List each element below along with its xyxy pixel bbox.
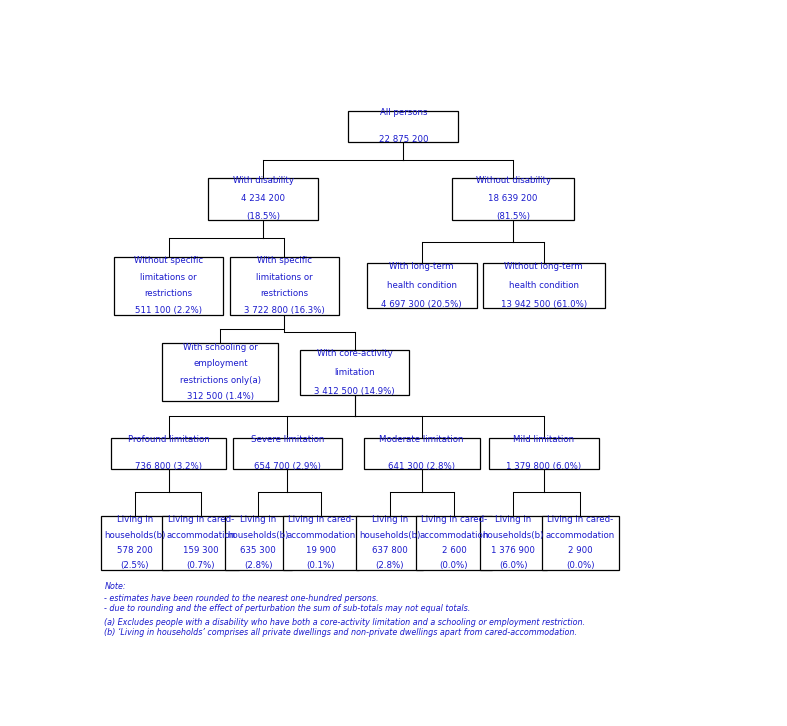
FancyBboxPatch shape bbox=[233, 438, 342, 469]
FancyBboxPatch shape bbox=[102, 516, 168, 570]
Text: Mild limitation: Mild limitation bbox=[513, 436, 575, 444]
Text: 3 412 500 (14.9%): 3 412 500 (14.9%) bbox=[314, 387, 395, 396]
FancyBboxPatch shape bbox=[162, 516, 239, 570]
Text: With schooling or: With schooling or bbox=[183, 343, 257, 352]
Text: (0.0%): (0.0%) bbox=[440, 561, 468, 570]
Text: (2.8%): (2.8%) bbox=[375, 561, 405, 570]
Text: Note:: Note: bbox=[105, 582, 126, 591]
Text: Living in cared-: Living in cared- bbox=[168, 515, 234, 524]
Text: Living in: Living in bbox=[240, 515, 276, 524]
FancyBboxPatch shape bbox=[224, 516, 292, 570]
FancyBboxPatch shape bbox=[162, 343, 279, 401]
FancyBboxPatch shape bbox=[357, 516, 423, 570]
Text: With specific: With specific bbox=[257, 256, 312, 266]
Text: With long-term: With long-term bbox=[390, 262, 454, 271]
Text: Living in cared-: Living in cared- bbox=[547, 515, 613, 524]
Text: 1 379 800 (6.0%): 1 379 800 (6.0%) bbox=[506, 462, 581, 471]
Text: 1 376 900: 1 376 900 bbox=[491, 546, 535, 555]
Text: Without specific: Without specific bbox=[134, 256, 203, 266]
Text: Living in: Living in bbox=[371, 515, 408, 524]
Text: (81.5%): (81.5%) bbox=[496, 213, 530, 221]
FancyBboxPatch shape bbox=[230, 256, 339, 314]
FancyBboxPatch shape bbox=[110, 438, 227, 469]
Text: (2.5%): (2.5%) bbox=[120, 561, 150, 570]
Text: (b) ‘Living in households’ comprises all private dwellings and non-private dwell: (b) ‘Living in households’ comprises all… bbox=[105, 628, 578, 637]
Text: (0.7%): (0.7%) bbox=[187, 561, 215, 570]
FancyBboxPatch shape bbox=[367, 264, 477, 308]
Text: limitation: limitation bbox=[334, 368, 375, 377]
Text: Profound limitation: Profound limitation bbox=[127, 436, 209, 444]
Text: 22 875 200: 22 875 200 bbox=[379, 135, 428, 144]
Text: With disability: With disability bbox=[232, 176, 294, 185]
FancyBboxPatch shape bbox=[349, 110, 458, 142]
FancyBboxPatch shape bbox=[479, 516, 547, 570]
FancyBboxPatch shape bbox=[364, 438, 479, 469]
Text: All persons: All persons bbox=[379, 108, 427, 118]
Text: 159 300: 159 300 bbox=[183, 546, 219, 555]
Text: accommodation: accommodation bbox=[419, 531, 489, 539]
FancyBboxPatch shape bbox=[113, 256, 224, 314]
Text: Living in cared-: Living in cared- bbox=[421, 515, 487, 524]
Text: 312 500 (1.4%): 312 500 (1.4%) bbox=[187, 393, 254, 401]
FancyBboxPatch shape bbox=[283, 516, 360, 570]
Text: health condition: health condition bbox=[508, 281, 578, 290]
Text: accommodation: accommodation bbox=[545, 531, 615, 539]
Text: 635 300: 635 300 bbox=[240, 546, 276, 555]
Text: households(b): households(b) bbox=[227, 531, 289, 539]
Text: households(b): households(b) bbox=[482, 531, 544, 539]
Text: (2.8%): (2.8%) bbox=[244, 561, 272, 570]
Text: 637 800: 637 800 bbox=[372, 546, 408, 555]
Text: 511 100 (2.2%): 511 100 (2.2%) bbox=[135, 306, 202, 315]
FancyBboxPatch shape bbox=[489, 438, 599, 469]
Text: Without disability: Without disability bbox=[475, 176, 551, 185]
Text: employment: employment bbox=[193, 359, 248, 369]
Text: accommodation: accommodation bbox=[166, 531, 235, 539]
FancyBboxPatch shape bbox=[300, 350, 409, 395]
Text: Moderate limitation: Moderate limitation bbox=[379, 436, 464, 444]
Text: With core-activity: With core-activity bbox=[316, 348, 393, 358]
Text: Severe limitation: Severe limitation bbox=[251, 436, 324, 444]
Text: (18.5%): (18.5%) bbox=[246, 213, 280, 221]
Text: households(b): households(b) bbox=[359, 531, 420, 539]
Text: 641 300 (2.8%): 641 300 (2.8%) bbox=[388, 462, 455, 471]
Text: restrictions only(a): restrictions only(a) bbox=[180, 376, 260, 385]
Text: - due to rounding and the effect of perturbation the sum of sub-totals may not e: - due to rounding and the effect of pert… bbox=[105, 604, 471, 613]
Text: 4 234 200: 4 234 200 bbox=[241, 195, 285, 203]
FancyBboxPatch shape bbox=[482, 264, 604, 308]
Text: limitations or: limitations or bbox=[256, 273, 312, 282]
Text: limitations or: limitations or bbox=[140, 273, 197, 282]
FancyBboxPatch shape bbox=[453, 178, 575, 220]
Text: restrictions: restrictions bbox=[260, 289, 309, 298]
Text: accommodation: accommodation bbox=[286, 531, 356, 539]
Text: - estimates have been rounded to the nearest one-hundred persons.: - estimates have been rounded to the nea… bbox=[105, 594, 379, 603]
Text: Without long-term: Without long-term bbox=[504, 262, 583, 271]
Text: 2 600: 2 600 bbox=[442, 546, 467, 555]
Text: (6.0%): (6.0%) bbox=[499, 561, 527, 570]
Text: 13 942 500 (61.0%): 13 942 500 (61.0%) bbox=[501, 300, 586, 309]
FancyBboxPatch shape bbox=[541, 516, 619, 570]
Text: restrictions: restrictions bbox=[145, 289, 193, 298]
FancyBboxPatch shape bbox=[209, 178, 318, 220]
Text: (a) Excludes people with a disability who have both a core-activity limitation a: (a) Excludes people with a disability wh… bbox=[105, 619, 586, 627]
Text: 2 900: 2 900 bbox=[568, 546, 593, 555]
Text: households(b): households(b) bbox=[105, 531, 165, 539]
FancyBboxPatch shape bbox=[416, 516, 493, 570]
Text: 654 700 (2.9%): 654 700 (2.9%) bbox=[254, 462, 321, 471]
Text: Living in: Living in bbox=[116, 515, 153, 524]
Text: 578 200: 578 200 bbox=[117, 546, 153, 555]
Text: 18 639 200: 18 639 200 bbox=[489, 195, 538, 203]
Text: 736 800 (3.2%): 736 800 (3.2%) bbox=[135, 462, 202, 471]
Text: (0.0%): (0.0%) bbox=[566, 561, 594, 570]
Text: (0.1%): (0.1%) bbox=[307, 561, 335, 570]
Text: health condition: health condition bbox=[386, 281, 456, 290]
Text: Living in: Living in bbox=[495, 515, 531, 524]
Text: 4 697 300 (20.5%): 4 697 300 (20.5%) bbox=[382, 300, 462, 309]
Text: 19 900: 19 900 bbox=[306, 546, 336, 555]
Text: 3 722 800 (16.3%): 3 722 800 (16.3%) bbox=[244, 306, 325, 315]
Text: Living in cared-: Living in cared- bbox=[288, 515, 354, 524]
